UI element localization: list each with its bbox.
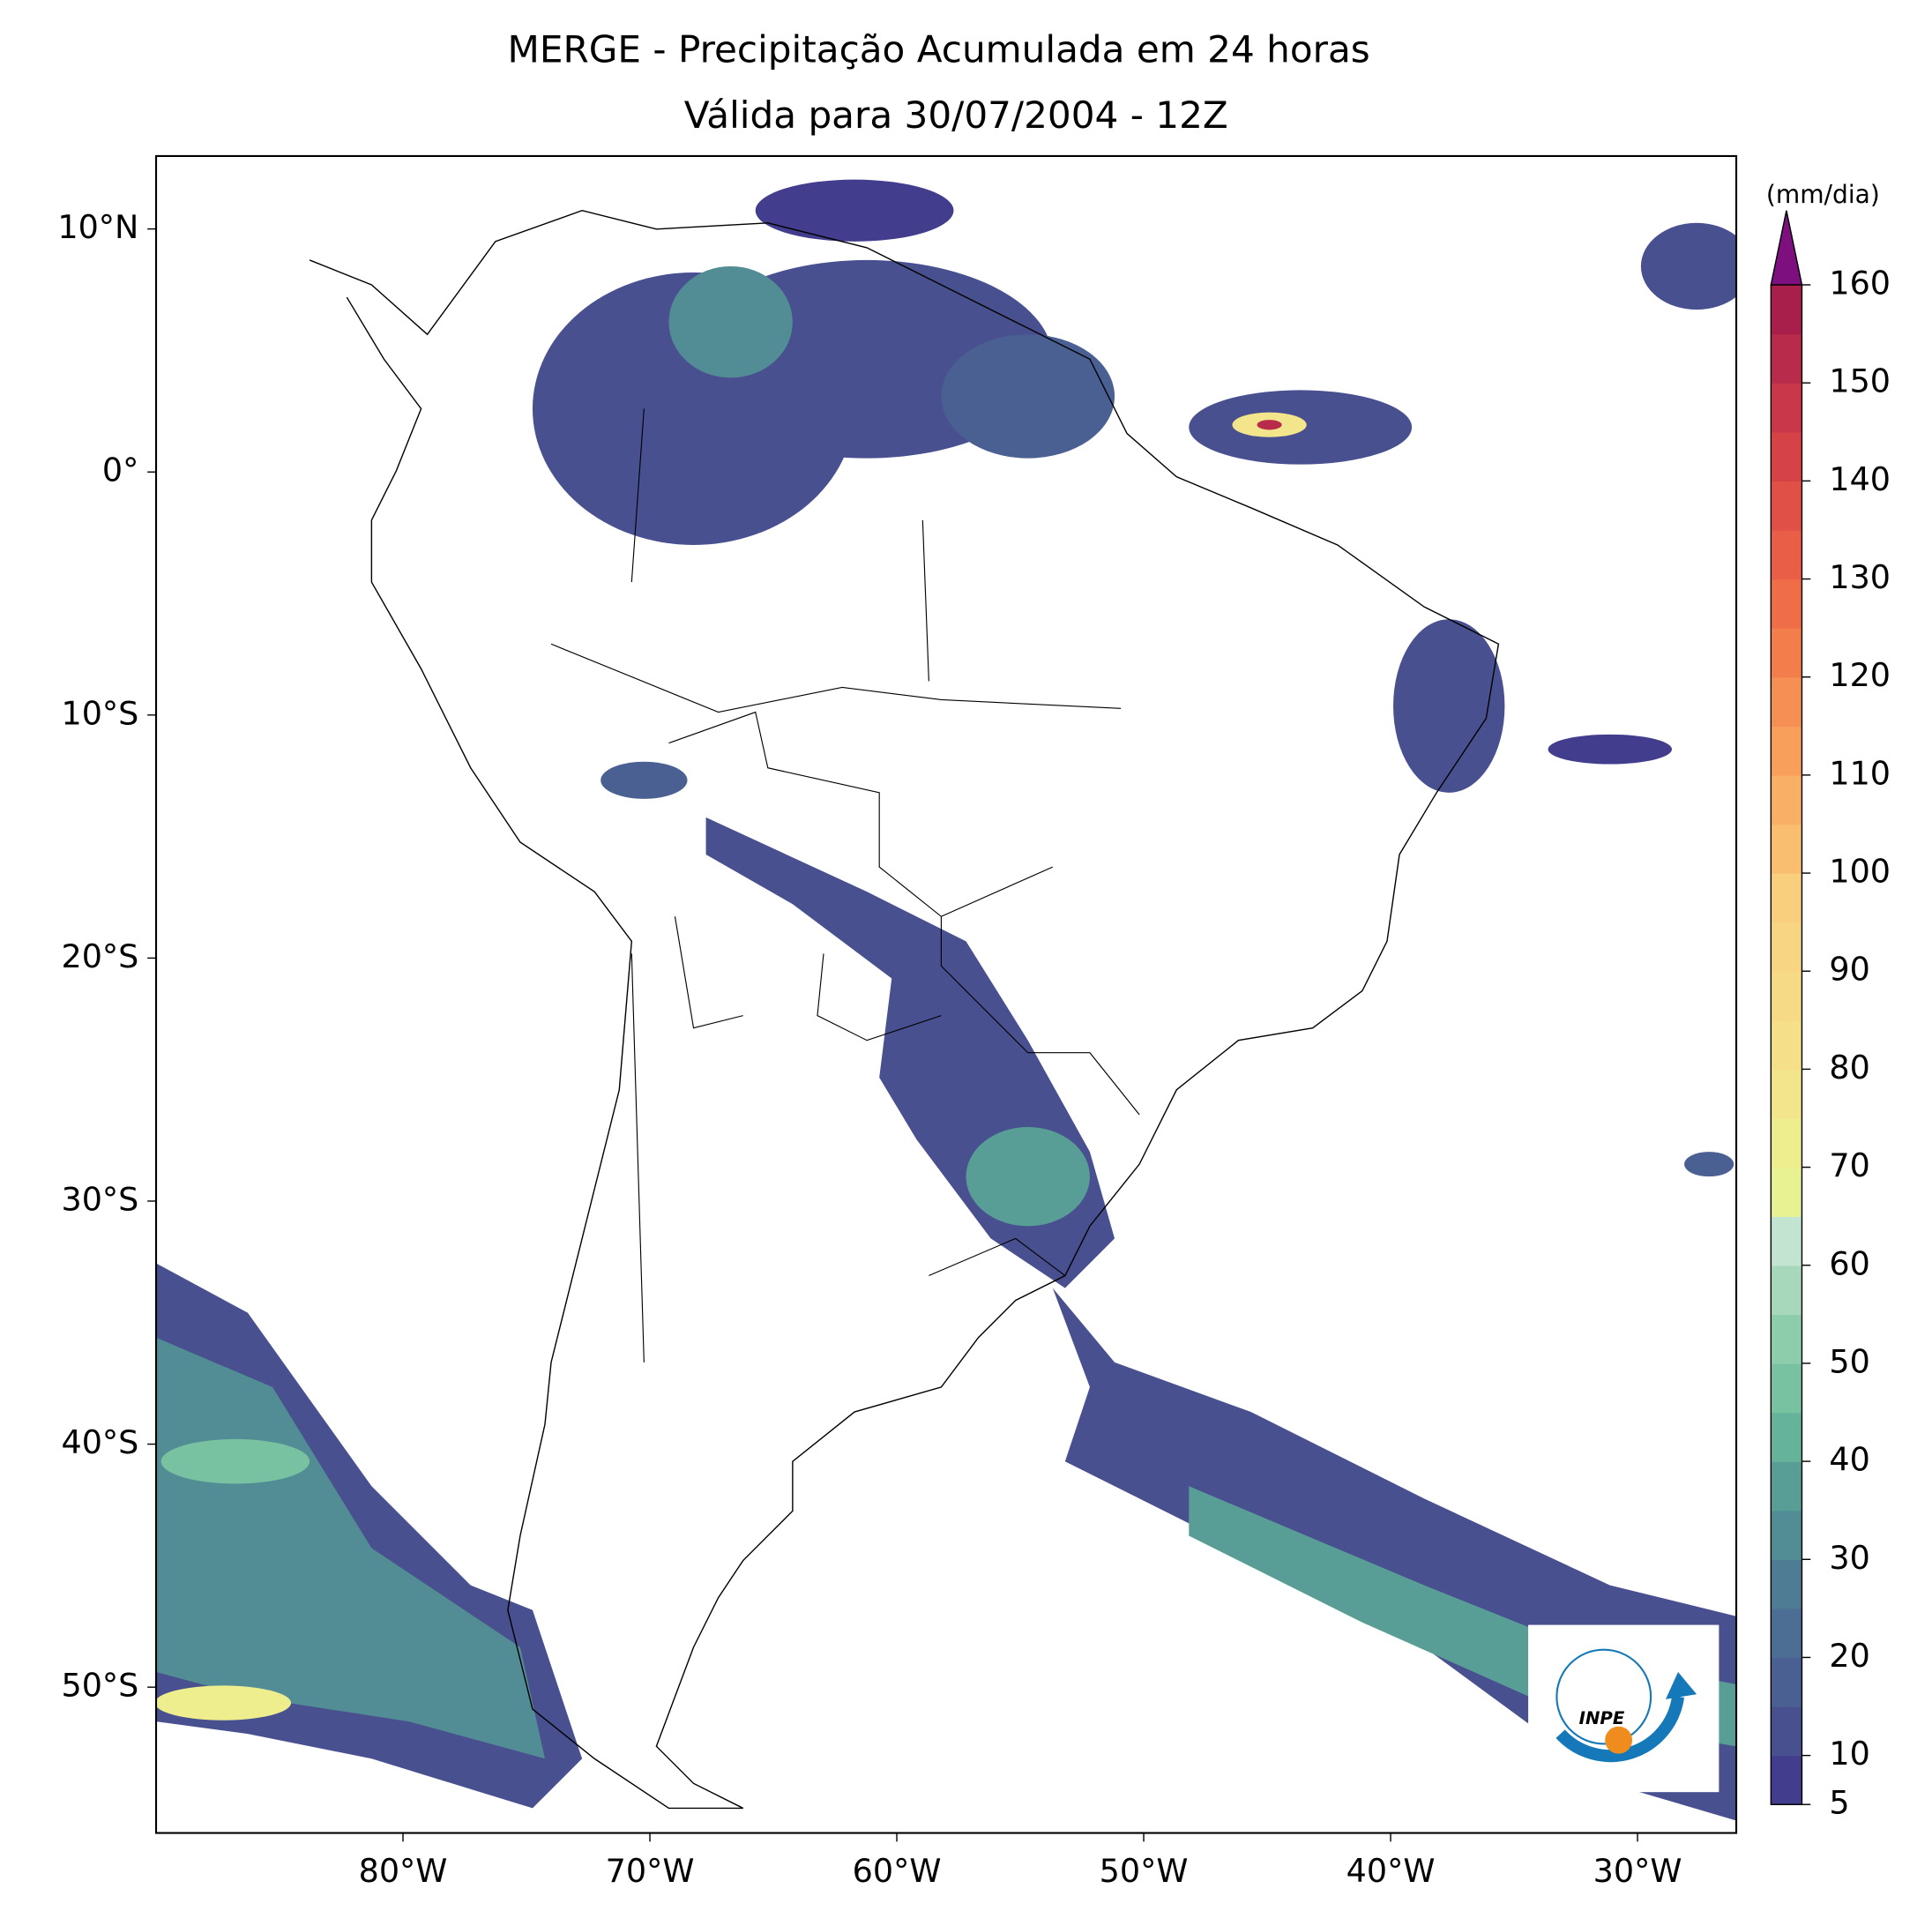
colorbar-bin [1771, 1461, 1802, 1512]
x-tick-label: 70°W [606, 1852, 695, 1890]
y-tick-label: 10°S [61, 694, 138, 732]
logo-arrow [1665, 1671, 1697, 1699]
colorbar-bin [1771, 529, 1802, 580]
y-tick-label: 40°S [61, 1423, 138, 1461]
logo-sun [1605, 1726, 1633, 1754]
colorbar-tick-label: 20 [1829, 1637, 1869, 1675]
x-tick-label: 80°W [359, 1852, 448, 1890]
colorbar-tick-label: 40 [1829, 1441, 1869, 1479]
x-tick-label: 50°W [1100, 1852, 1189, 1890]
logo-text: INPE [1579, 1708, 1625, 1728]
precip-area [1257, 420, 1282, 430]
precip-area [966, 1127, 1090, 1227]
colorbar-bin [1771, 1117, 1802, 1168]
y-tick-label: 0° [102, 452, 138, 489]
colorbar-bin [1771, 726, 1802, 776]
colorbar-bin [1771, 431, 1802, 482]
colorbar-tick-label: 120 [1829, 656, 1891, 694]
colorbar-bin [1771, 285, 1802, 335]
colorbar-bin [1771, 1019, 1802, 1071]
precip-area [160, 1438, 310, 1484]
colorbar-outline [1770, 285, 1803, 1805]
colorbar-tick-label: 60 [1829, 1244, 1869, 1282]
x-tick-label: 40°W [1346, 1852, 1436, 1890]
colorbar-bin [1771, 971, 1802, 1021]
colorbar-label: (mm/dia) [1766, 180, 1880, 209]
chart-title: MERGE - Precipitação Acumulada em 24 hor… [507, 27, 1369, 71]
colorbar-tick-label: 150 [1829, 362, 1891, 400]
colorbar-extend [1770, 210, 1803, 286]
logo-background [1528, 1624, 1719, 1793]
colorbar-bin [1771, 922, 1802, 972]
precip-area [600, 761, 688, 799]
colorbar-tick-label: 90 [1829, 951, 1869, 989]
logo-arc [1555, 1695, 1684, 1763]
precip-area [1684, 1152, 1734, 1177]
colorbar-bin [1771, 1412, 1802, 1462]
logo: INPE [1528, 1624, 1719, 1793]
colorbar-tick-label: 110 [1829, 754, 1891, 792]
colorbar-bin [1771, 676, 1802, 728]
colorbar-bin [1771, 333, 1802, 384]
y-tick-label: 30°S [61, 1180, 138, 1218]
coastline [309, 210, 1500, 1810]
colorbar-bin [1771, 383, 1802, 433]
colorbar-tick-label: 5 [1829, 1784, 1849, 1822]
colorbar-bin [1771, 579, 1802, 629]
colorbar-tick-label: 50 [1829, 1342, 1869, 1380]
x-tick-label: 60°W [853, 1852, 942, 1890]
colorbar-tick-label: 130 [1829, 558, 1891, 596]
precip-area [1393, 619, 1505, 793]
colorbar-bin [1771, 1362, 1802, 1414]
colorbar-tick-label: 100 [1829, 853, 1891, 891]
colorbar-bin [1771, 1510, 1802, 1560]
colorbar-bin [1771, 1608, 1802, 1659]
axes: 80°W 70°W 60°W 50°W 40°W 30°W 10°N 0° 10°S 20°S 30… [57, 208, 1682, 1890]
logo-orbit [1555, 1648, 1652, 1745]
colorbar-bin [1771, 1314, 1802, 1364]
colorbar-bin [1771, 481, 1802, 531]
precip-area [668, 265, 793, 378]
colorbar-tick-label: 70 [1829, 1146, 1869, 1184]
borders [550, 408, 1140, 1362]
colorbar-bin [1771, 1265, 1802, 1316]
colorbar-bin [1771, 1167, 1802, 1217]
map-frame [154, 154, 1738, 1834]
colorbar: (mm/dia) 5 10 20 30 40 50 60 70 80 90 100 110 120 130… [1766, 180, 1891, 1822]
colorbar-bin [1771, 1216, 1802, 1266]
precip-area [755, 179, 954, 242]
precip-area [1640, 222, 1737, 310]
colorbar-bin [1771, 1657, 1802, 1707]
colorbar-bin [1771, 628, 1802, 678]
y-tick-label: 20°S [61, 937, 138, 975]
colorbar-tick-label: 10 [1829, 1735, 1869, 1773]
colorbar-bin [1771, 1559, 1802, 1609]
colorbar-tick-label: 160 [1829, 265, 1891, 302]
precip-area [156, 1685, 292, 1721]
precip-area [941, 334, 1115, 459]
colorbar-bin [1771, 1755, 1802, 1805]
y-tick-label: 10°N [57, 208, 138, 246]
chart-subtitle: Válida para 30/07/2004 - 12Z [684, 93, 1228, 137]
colorbar-tick-label: 30 [1829, 1539, 1869, 1577]
colorbar-tick-label: 80 [1829, 1049, 1869, 1086]
colorbar-bin [1771, 774, 1802, 825]
colorbar-tick-label: 140 [1829, 460, 1891, 498]
colorbar-bin [1771, 873, 1802, 923]
x-tick-label: 30°W [1593, 1852, 1682, 1890]
y-tick-label: 50°S [61, 1667, 138, 1705]
colorbar-bin [1771, 1706, 1802, 1757]
precip-area [1548, 734, 1673, 765]
colorbar-bin [1771, 824, 1802, 874]
colorbar-bin [1771, 1069, 1802, 1119]
